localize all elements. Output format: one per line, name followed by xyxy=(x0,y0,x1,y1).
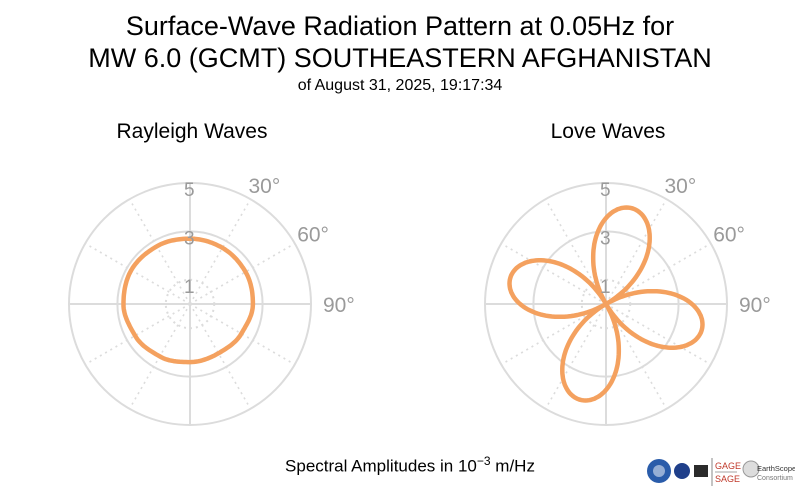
angular-gridline xyxy=(605,242,712,305)
consortium-logo-text: Consortium xyxy=(757,475,793,482)
angular-gridline xyxy=(605,303,668,410)
radial-gridline xyxy=(164,278,216,330)
amplitude-units-label: Spectral Amplitudes in 10−3 m/Hz xyxy=(0,454,800,477)
angle-tick-label: 90° xyxy=(739,294,771,317)
radiation-pattern-curve xyxy=(507,205,705,403)
chart-title-line2: MW 6.0 (GCMT) SOUTHEASTERN AFGHANISTAN xyxy=(88,43,712,73)
angle-tick-label: 60° xyxy=(713,224,745,247)
angular-gridline xyxy=(189,242,296,305)
radial-tick-label: 3 xyxy=(184,228,195,249)
gage-logo-text: GAGE xyxy=(715,461,741,471)
radial-gridline xyxy=(116,230,264,378)
angle-tick-label: 90° xyxy=(323,294,355,317)
angle-tick-label: 60° xyxy=(297,224,329,247)
angular-gridline xyxy=(84,303,191,366)
radial-gridline xyxy=(484,182,728,426)
units-base: 10 xyxy=(457,456,477,476)
angular-gridline xyxy=(189,198,252,305)
rayleigh-subtitle: Rayleigh Waves xyxy=(116,120,268,143)
chart-title-line1: Surface-Wave Radiation Pattern at 0.05Hz… xyxy=(125,11,675,41)
chart-title-date: of August 31, 2025, 19:17:34 xyxy=(297,77,503,94)
radial-gridline xyxy=(580,278,632,330)
angle-tick-label: 30° xyxy=(665,175,697,198)
earthscope-globe-icon xyxy=(742,460,760,478)
angular-gridline xyxy=(189,303,252,410)
angular-gridline xyxy=(500,303,607,366)
radial-tick-label: 1 xyxy=(184,277,195,298)
radial-tick-label: 1 xyxy=(600,277,611,298)
nsf-logo-inner-icon xyxy=(653,465,665,477)
angular-gridline xyxy=(500,242,607,305)
radial-tick-label: 5 xyxy=(184,180,195,201)
radial-tick-label: 3 xyxy=(600,228,611,249)
radial-gridline xyxy=(532,230,680,378)
sponsor-logos: GAGE SAGE EarthScope Consortium xyxy=(647,458,795,486)
earthscope-logo-text: EarthScope xyxy=(757,464,795,473)
angular-gridline xyxy=(544,198,607,305)
love-polar-chart: 1 3 5 30° 60° 90° xyxy=(484,175,771,426)
units-prefix: Spectral Amplitudes in xyxy=(285,456,458,476)
usgs-logo-icon xyxy=(694,465,708,477)
angular-gridline xyxy=(84,242,191,305)
angular-gridline xyxy=(128,198,191,305)
radiation-pattern-curve xyxy=(121,236,256,365)
nasa-logo-icon xyxy=(674,463,690,479)
angle-tick-label: 30° xyxy=(249,175,281,198)
units-suffix: m/Hz xyxy=(490,456,535,476)
radial-gridline xyxy=(68,182,312,426)
angular-gridline xyxy=(605,198,668,305)
love-subtitle: Love Waves xyxy=(550,120,666,143)
rayleigh-polar-chart: 1 3 5 30° 60° 90° xyxy=(68,175,355,426)
sage-logo-text: SAGE xyxy=(715,474,740,484)
radial-tick-label: 5 xyxy=(600,180,611,201)
units-exponent: −3 xyxy=(476,454,491,468)
angular-gridline xyxy=(605,303,712,366)
angular-gridline xyxy=(544,303,607,410)
